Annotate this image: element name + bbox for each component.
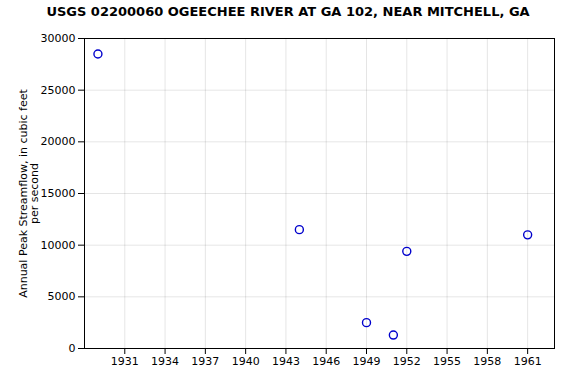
- html-text:USGS 02200060 OGEECHEE RIVER A: USGS 02200060 OGEECHEE RIVER AT GA 102, …: [46, 4, 530, 19]
- svg-text:30000: 30000: [41, 32, 76, 45]
- svg-text:1955: 1955: [433, 355, 461, 368]
- svg-text:25000: 25000: [41, 84, 76, 97]
- svg-text:Annual Peak Streamflow, in cub: Annual Peak Streamflow, in cubic feetper…: [17, 88, 41, 297]
- svg-text:0: 0: [69, 342, 76, 355]
- svg-text:1946: 1946: [312, 355, 340, 368]
- svg-text:10000: 10000: [41, 239, 76, 252]
- svg-text:1961: 1961: [514, 355, 542, 368]
- svg-text:15000: 15000: [41, 187, 76, 200]
- svg-text:1949: 1949: [353, 355, 381, 368]
- svg-text:1937: 1937: [191, 355, 219, 368]
- svg-text:1952: 1952: [393, 355, 421, 368]
- svg-text:20000: 20000: [41, 135, 76, 148]
- svg-text:1958: 1958: [473, 355, 501, 368]
- svg-text:1931: 1931: [111, 355, 139, 368]
- svg-text:1943: 1943: [272, 355, 300, 368]
- svg-text:5000: 5000: [48, 290, 76, 303]
- svg-text:1934: 1934: [151, 355, 179, 368]
- svg-text:1940: 1940: [232, 355, 260, 368]
